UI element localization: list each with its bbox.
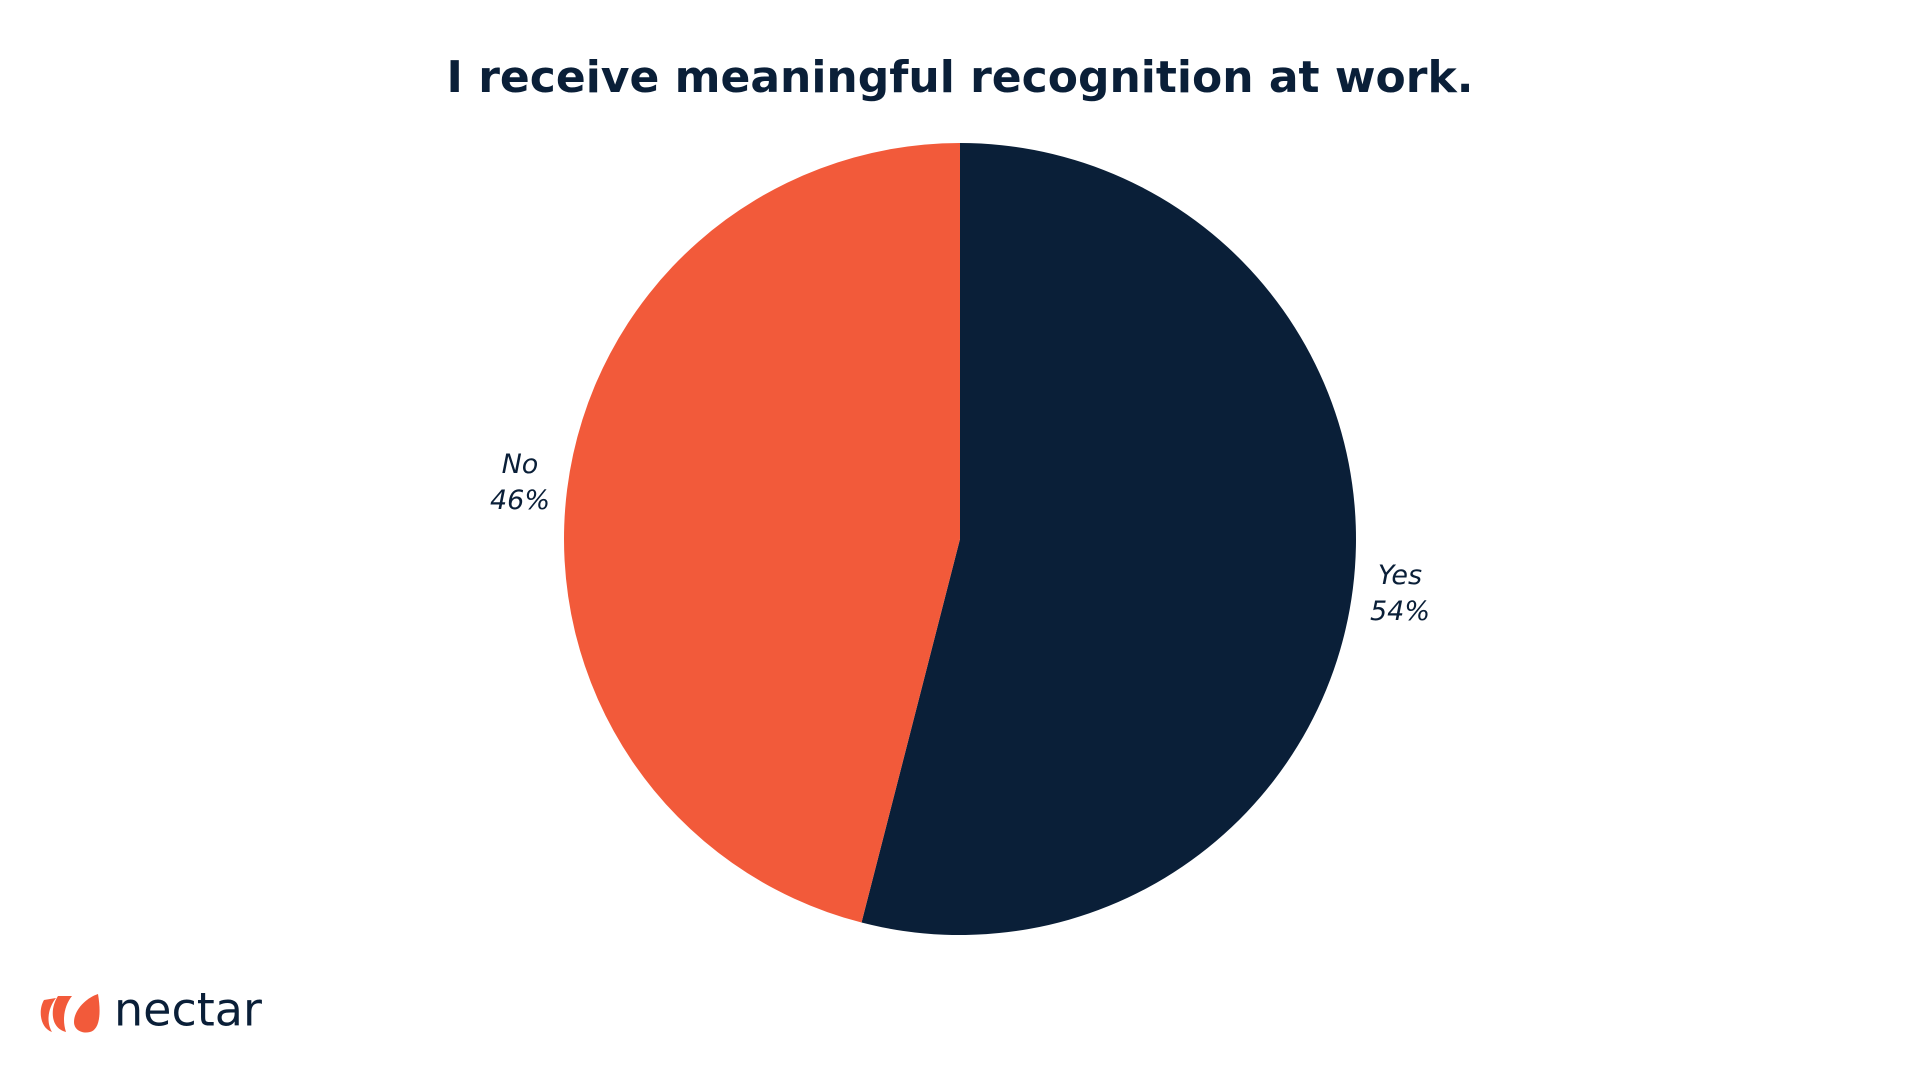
slice-label: Yes [1378, 560, 1422, 591]
logo-petal [52, 996, 72, 1032]
logo: nectar [40, 983, 262, 1037]
logo-petal [74, 994, 100, 1033]
pie-slice [564, 143, 960, 923]
logo-text: nectar [114, 983, 262, 1037]
value-label: 46% [490, 485, 550, 516]
slice-label: No [502, 449, 539, 480]
logo-petal [40, 998, 56, 1032]
pie-slice [861, 143, 1357, 935]
chart-title: I receive meaningful recognition at work… [447, 52, 1474, 103]
value-label: 54% [1370, 596, 1430, 627]
